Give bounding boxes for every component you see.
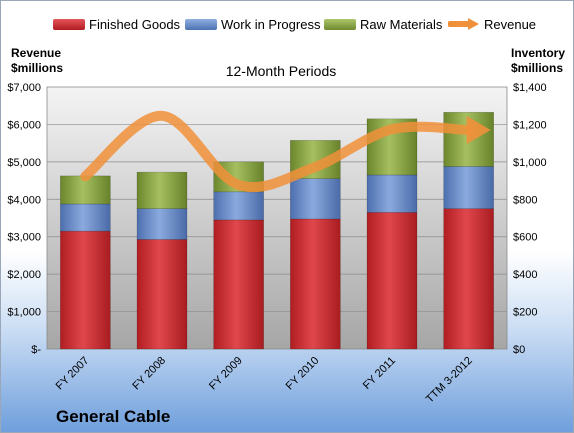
left-axis-title-line-1: Revenue [11,46,62,60]
bar-work-in-progress [443,166,494,209]
legend-label-finished-goods: Finished Goods [89,16,181,32]
legend-swatch-work-in-progress [185,18,217,30]
left-axis-tick-label: $5,000 [7,157,41,169]
legend-item-finished-goods: Finished Goods [53,13,180,35]
legend-label-work-in-progress: Work in Progress [221,16,321,32]
bar-finished-goods [366,212,418,350]
legend-swatch-finished-goods [53,18,85,30]
right-axis-title-line-2: $millions [511,61,564,75]
left-axis-title: Revenue $millions [11,46,63,76]
right-axis-tick-label: $400 [513,269,537,281]
chart-subtitle: 12-Month Periods [225,63,337,79]
category-tick-label: FY 2007 [54,355,92,393]
legend-swatch-raw-materials [324,18,356,30]
category-tick-label: TTM 3-2012 [424,355,475,406]
legend-label-raw-materials: Raw Materials [360,16,443,32]
category-tick-label: FY 2009 [207,355,245,393]
right-axis-tick-label: $200 [513,307,537,319]
left-axis-tick-label: $4,000 [7,194,41,206]
revenue-arrowhead [466,116,491,145]
category-tick-label: FY 2010 [284,355,322,393]
bar-work-in-progress [290,178,341,220]
left-axis-tick-label: $6,000 [7,119,41,131]
category-tick-label: FY 2008 [130,355,168,393]
right-axis-tick-label: $1,000 [513,157,547,169]
revenue-line [80,110,474,193]
bar-work-in-progress [213,191,264,221]
left-axis-tick-label: $7,000 [7,82,41,94]
bar-raw-materials [136,171,188,209]
right-axis-title-line-1: Inventory [511,46,566,60]
legend-item-raw-materials: Raw Materials [324,13,442,35]
chart-legend: Finished Goods Work in Progress Raw Mate… [1,13,573,35]
right-axis-tick-label: $1,400 [513,82,547,94]
right-axis-tick-label: $0 [513,344,525,356]
bar-finished-goods [213,219,264,350]
left-axis-tick-label: $2,000 [7,269,41,281]
legend-item-revenue: Revenue [448,13,536,35]
legend-item-work-in-progress: Work in Progress [185,13,320,35]
gridlines [47,124,507,312]
right-axis-tick-label: $800 [513,194,537,206]
right-axis-tick-label: $1,200 [513,119,547,131]
legend-label-revenue: Revenue [484,16,537,32]
legend-swatch-revenue [448,18,479,30]
left-axis-tick-label: $3,000 [7,232,41,244]
bar-work-in-progress [366,174,418,213]
revenue-line-layer [80,110,491,193]
bar-finished-goods [136,239,188,350]
company-name: General Cable [56,407,171,426]
bar-work-in-progress [136,208,188,240]
bar-work-in-progress [60,203,111,232]
bar-finished-goods [443,208,494,350]
left-axis-tick-label: $1,000 [7,307,41,319]
bar-finished-goods [290,218,341,350]
right-axis-tick-label: $600 [513,232,537,244]
left-axis-title-line-2: $millions [11,61,64,75]
left-axis-tick-label: $- [31,344,41,356]
category-tick-label: FY 2011 [361,355,398,392]
right-axis-title: Inventory $millions [511,46,565,76]
bar-finished-goods [60,230,111,350]
